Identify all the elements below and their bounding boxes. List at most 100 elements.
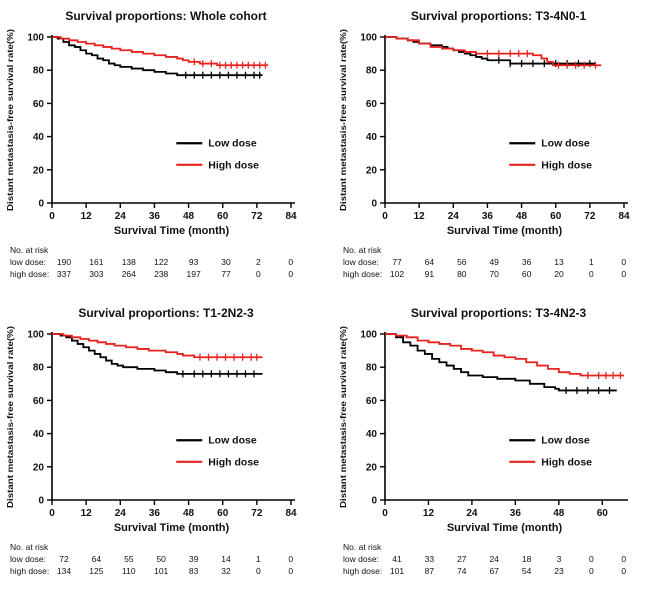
risk-value: 0 [589, 566, 594, 576]
risk-value: 0 [288, 257, 293, 267]
risk-value: 67 [489, 566, 499, 576]
x-tick-label: 36 [149, 211, 161, 222]
x-tick-label: 84 [285, 211, 297, 222]
y-tick-label: 80 [33, 66, 45, 77]
x-tick-label: 0 [49, 508, 55, 519]
x-tick-label: 60 [217, 508, 229, 519]
series-group [52, 333, 263, 378]
risk-value: 77 [221, 269, 231, 279]
km-curve-high-dose [52, 36, 269, 67]
y-tick-label: 40 [33, 132, 45, 143]
y-tick-label: 100 [360, 330, 377, 341]
panel-t3-4n2-3: Survival proportions: T3-4N2-3 0 20 40 60 80… [332, 297, 665, 594]
risk-value: 72 [59, 554, 69, 564]
risk-value: 39 [189, 554, 199, 564]
y-axis-label: Distant metastasis-free survival rate(%) [5, 29, 15, 211]
x-tick-label: 12 [81, 508, 93, 519]
x-tick-label: 24 [115, 508, 127, 519]
y-tick-label: 0 [38, 199, 44, 210]
y-tick-label: 100 [27, 33, 44, 44]
risk-value: 13 [554, 257, 564, 267]
x-axis-label: Survival Time (month) [114, 522, 230, 534]
legend-label: Low dose [541, 435, 590, 447]
x-tick-label: 60 [550, 211, 562, 222]
risk-value: 110 [122, 566, 136, 576]
y-tick-label: 100 [27, 330, 44, 341]
y-tick-label: 20 [365, 462, 377, 473]
y-tick-label: 60 [365, 99, 377, 110]
x-tick-label: 12 [422, 508, 434, 519]
risk-row-label: low dose: [343, 257, 379, 267]
risk-value: 138 [122, 257, 136, 267]
risk-value: 337 [57, 269, 71, 279]
risk-value: 1 [256, 554, 261, 564]
risk-value: 24 [489, 554, 499, 564]
legend-label: Low dose [208, 435, 257, 447]
x-tick-label: 36 [149, 508, 161, 519]
x-tick-label: 60 [217, 211, 229, 222]
risk-value: 2 [256, 257, 261, 267]
x-tick-label: 0 [49, 211, 55, 222]
risk-value: 197 [187, 269, 201, 279]
risk-row-label: low dose: [343, 554, 379, 564]
legend: Low dose High dose [176, 138, 259, 171]
y-axis-label: Distant metastasis-free survival rate(%) [5, 326, 15, 508]
x-tick-label: 0 [382, 508, 388, 519]
x-axis-label: Survival Time (month) [114, 225, 230, 237]
x-tick-label: 72 [251, 508, 263, 519]
risk-value: 0 [621, 554, 626, 564]
x-axis-label: Survival Time (month) [446, 522, 562, 534]
risk-header: No. at risk [343, 542, 382, 552]
at-risk-table: No. at risk low dose: 77 64 56 49 36 13 1 0 high d… [343, 245, 626, 279]
risk-value: 33 [424, 554, 434, 564]
axes: 0 20 40 60 80 100 0 12 24 36 48 60 [360, 330, 628, 519]
risk-value: 23 [554, 566, 564, 576]
risk-value: 32 [221, 566, 231, 576]
legend-label: Low dose [541, 138, 590, 150]
legend-label: High dose [541, 159, 592, 171]
risk-value: 122 [154, 257, 168, 267]
risk-value: 54 [521, 566, 531, 576]
risk-value: 161 [89, 257, 103, 267]
risk-row-label: high dose: [10, 269, 49, 279]
risk-value: 70 [489, 269, 499, 279]
risk-value: 36 [521, 257, 531, 267]
risk-row-label: high dose: [10, 566, 49, 576]
risk-row-label: high dose: [343, 566, 382, 576]
risk-value: 0 [621, 269, 626, 279]
x-tick-label: 48 [183, 211, 195, 222]
risk-value: 101 [389, 566, 403, 576]
series-group [52, 36, 269, 79]
km-curve-high-dose [384, 333, 624, 377]
x-tick-label: 36 [509, 508, 521, 519]
x-tick-label: 84 [618, 211, 630, 222]
risk-row-label: high dose: [343, 269, 382, 279]
km-curve-high-dose [52, 333, 263, 359]
risk-value: 64 [92, 554, 102, 564]
risk-value: 101 [154, 566, 168, 576]
risk-header: No. at risk [10, 542, 49, 552]
km-chart-t3-4n2-3: 0 20 40 60 80 100 0 12 24 36 48 60 Survival Time (mo… [338, 326, 628, 576]
km-curve-low-dose [52, 36, 263, 77]
risk-value: 3 [556, 554, 561, 564]
y-tick-label: 60 [33, 99, 45, 110]
risk-value: 0 [589, 554, 594, 564]
risk-value: 87 [424, 566, 434, 576]
risk-value: 0 [256, 566, 261, 576]
risk-value: 83 [189, 566, 199, 576]
x-tick-label: 72 [251, 211, 263, 222]
risk-value: 80 [457, 269, 467, 279]
risk-value: 77 [392, 257, 402, 267]
risk-value: 64 [424, 257, 434, 267]
y-tick-label: 80 [365, 66, 377, 77]
x-tick-label: 12 [81, 211, 93, 222]
risk-value: 0 [288, 269, 293, 279]
risk-value: 27 [457, 554, 467, 564]
panel-t3-4n0-1: Survival proportions: T3-4N0-1 0 20 40 60 80… [332, 0, 665, 297]
at-risk-table: No. at risk low dose: 72 64 55 50 39 14 1 0 high d… [10, 542, 293, 576]
x-tick-label: 12 [413, 211, 425, 222]
